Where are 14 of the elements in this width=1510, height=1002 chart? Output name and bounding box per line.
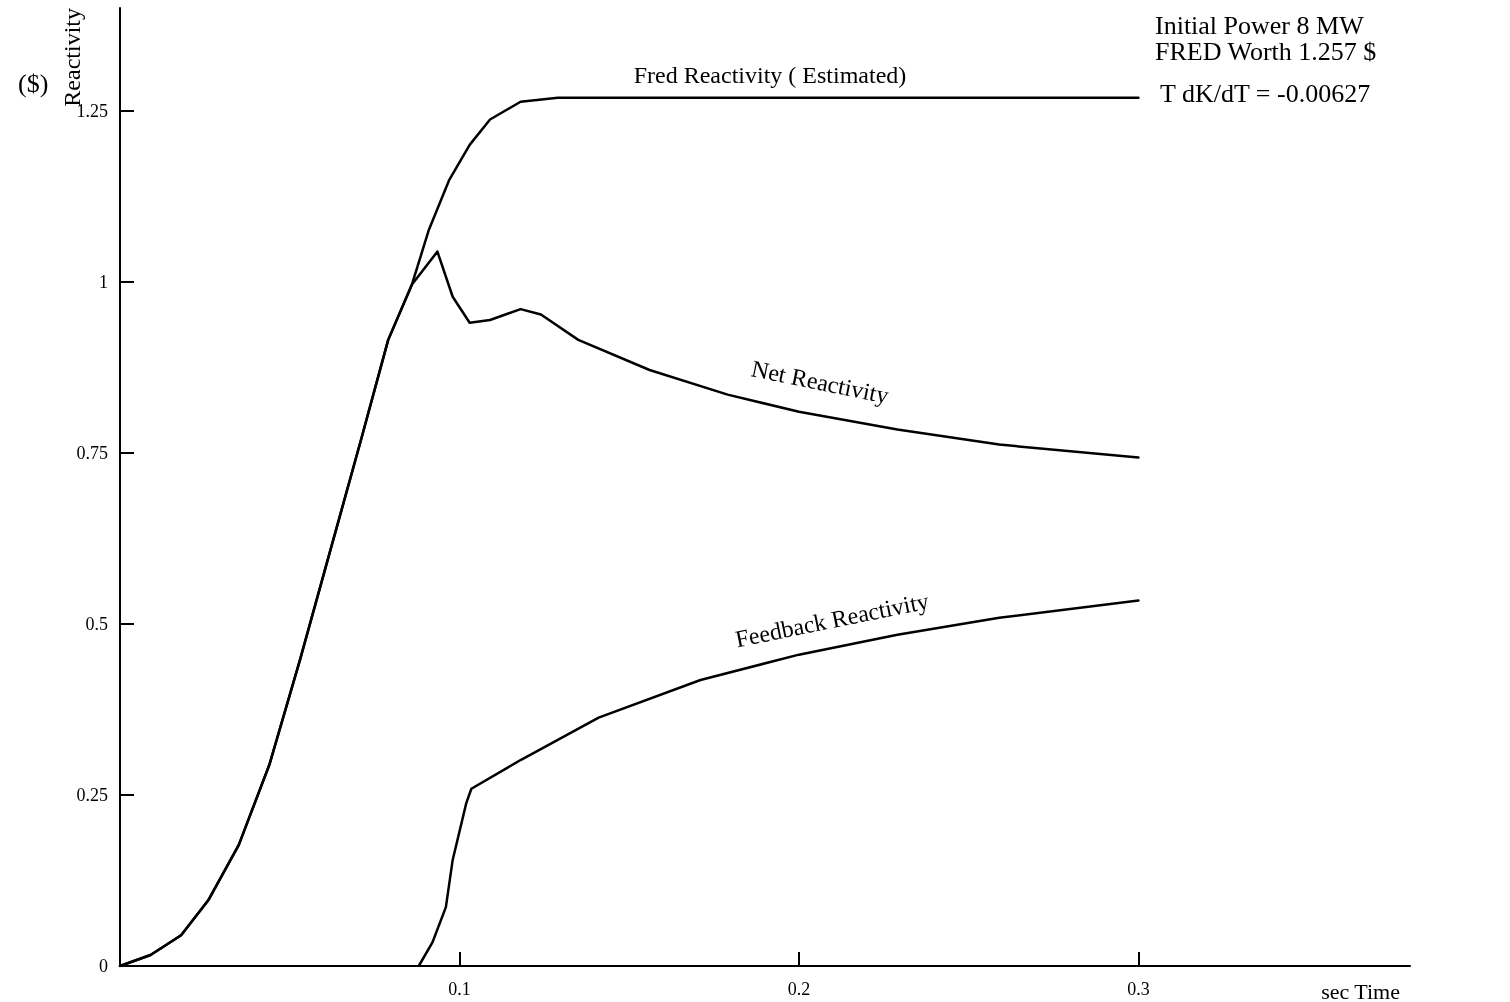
y-tick-label: 0.25 <box>76 784 108 805</box>
y-tick-label: 1 <box>99 271 108 292</box>
y-tick-label: 0.5 <box>85 613 108 634</box>
annotation: T dK/dT = -0.00627 <box>1160 78 1371 108</box>
x-tick-label: 0.2 <box>787 979 811 999</box>
y-tick-label: 0.75 <box>76 442 108 463</box>
x-tick-label: 0.1 <box>448 979 471 999</box>
annotation: Net Reactivity <box>749 355 891 409</box>
x-tick-label: 0.3 <box>1127 979 1150 999</box>
x-axis-title: sec Time <box>1321 978 1400 1002</box>
y-tick-label: 0 <box>99 956 108 976</box>
annotation: Feedback Reactivity <box>733 587 931 653</box>
text: ($) <box>18 68 49 98</box>
annotation: Fred Reactivity ( Estimated) <box>633 62 907 88</box>
